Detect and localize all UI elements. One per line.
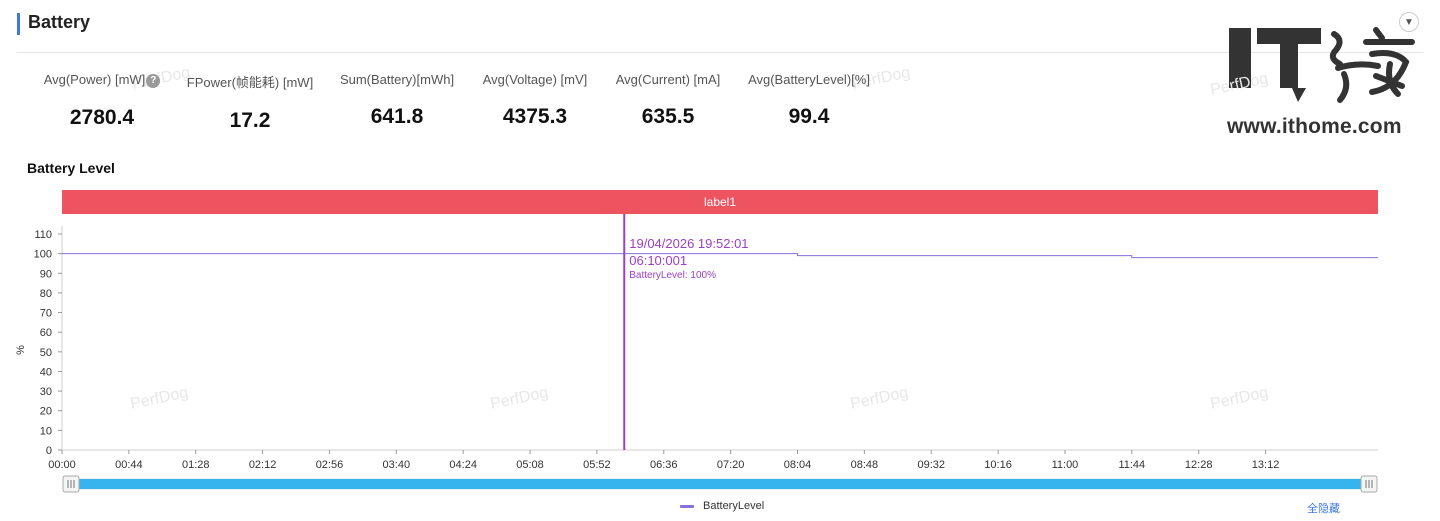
zoom-range — [70, 479, 1370, 489]
x-tick-label: 12:28 — [1185, 459, 1213, 471]
header-divider — [17, 52, 1423, 53]
x-tick-label: 04:24 — [449, 459, 477, 471]
collapse-button[interactable]: ▼ — [1399, 12, 1419, 32]
x-tick-label: 08:04 — [784, 459, 812, 471]
metric-value: 17.2 — [229, 109, 271, 132]
section-title: Battery — [28, 12, 91, 32]
x-tick-label: 00:00 — [48, 459, 76, 471]
metric-value: 635.5 — [641, 105, 695, 128]
tooltip-datetime: 19/04/2026 19:52:01 — [629, 236, 748, 251]
metric-value: 4375.3 — [502, 105, 568, 128]
metric-avg-voltage: Avg(Voltage) [mV] 4375.3 — [450, 72, 620, 129]
legend-swatch — [680, 504, 694, 508]
metric-label: Sum(Battery)[mWh] — [339, 72, 455, 87]
metric-fpower: FPower(帧能耗) [mW] 17.2 — [165, 72, 335, 133]
y-tick-label: 60 — [40, 327, 52, 339]
y-tick-label: 110 — [34, 229, 52, 241]
x-tick-label: 08:48 — [851, 459, 879, 471]
label-band[interactable]: label1 — [62, 190, 1378, 214]
y-tick-label: 20 — [40, 406, 52, 418]
x-tick-label: 11:00 — [1052, 459, 1079, 471]
metric-label: Avg(BatteryLevel)[%] — [748, 72, 870, 87]
tooltip-value: BatteryLevel: 100% — [629, 270, 716, 281]
x-tick-label: 02:56 — [316, 459, 344, 471]
chart-title: Battery Level — [27, 160, 115, 176]
x-tick-label: 01:28 — [182, 459, 210, 471]
metric-value: 99.4 — [788, 105, 830, 128]
help-icon[interactable]: ? — [146, 74, 161, 88]
x-tick-label: 06:36 — [650, 459, 678, 471]
x-tick-label: 02:12 — [249, 459, 277, 471]
metric-label: Avg(Voltage) [mV] — [482, 72, 588, 87]
metric-value: 2780.4 — [69, 106, 135, 129]
metric-avg-current: Avg(Current) [mA] 635.5 — [583, 72, 753, 129]
y-tick-label: 90 — [40, 268, 52, 280]
x-tick-label: 05:08 — [516, 459, 544, 471]
y-tick-label: 80 — [40, 288, 52, 300]
x-tick-label: 00:44 — [115, 459, 143, 471]
y-tick-label: 0 — [46, 445, 52, 457]
battery-level-chart: 0 10 20 30 40 50 60 70 80 90 100 110% 00:00 00:44 01:… — [15, 214, 1378, 493]
section-accent-bar — [17, 13, 20, 35]
y-tick-label: 40 — [40, 366, 52, 378]
hide-all-link[interactable]: 全隐藏 — [1307, 503, 1340, 515]
x-tick-label: 07:20 — [717, 459, 745, 471]
y-tick-label: 10 — [40, 425, 52, 437]
chevron-down-icon: ▼ — [1404, 16, 1414, 28]
logo-url: www.ithome.com — [1227, 115, 1402, 138]
y-axis-label: % — [15, 345, 27, 355]
metric-avg-power: Avg(Power) [mW]? 2780.4 — [17, 72, 187, 130]
y-tick-label: 100 — [34, 249, 52, 261]
metric-label: FPower(帧能耗) [mW] — [186, 75, 314, 90]
y-tick-label: 70 — [40, 308, 52, 320]
x-tick-label: 05:52 — [583, 459, 611, 471]
y-tick-label: 30 — [40, 386, 52, 398]
metric-value: 641.8 — [370, 105, 424, 128]
tooltip-elapsed: 06:10:001 — [629, 253, 687, 268]
metric-sum-battery: Sum(Battery)[mWh] 641.8 — [312, 72, 482, 129]
y-tick-label: 50 — [40, 347, 52, 359]
metric-label: Avg(Current) [mA] — [615, 72, 721, 87]
series-line-batterylevel — [62, 253, 1378, 259]
x-tick-label: 10:16 — [984, 459, 1012, 471]
ithome-logo — [1229, 27, 1415, 103]
x-tick-label: 11:44 — [1118, 459, 1145, 471]
x-tick-label: 13:12 — [1252, 459, 1280, 471]
legend-label: BatteryLevel — [703, 500, 765, 512]
x-tick-label: 03:40 — [383, 459, 411, 471]
metric-label: Avg(Power) [mW] — [43, 72, 146, 87]
legend-item[interactable]: BatteryLevel — [680, 500, 764, 512]
metric-avg-battery-level: Avg(BatteryLevel)[%] 99.4 — [724, 72, 894, 129]
x-tick-label: 09:32 — [917, 459, 945, 471]
